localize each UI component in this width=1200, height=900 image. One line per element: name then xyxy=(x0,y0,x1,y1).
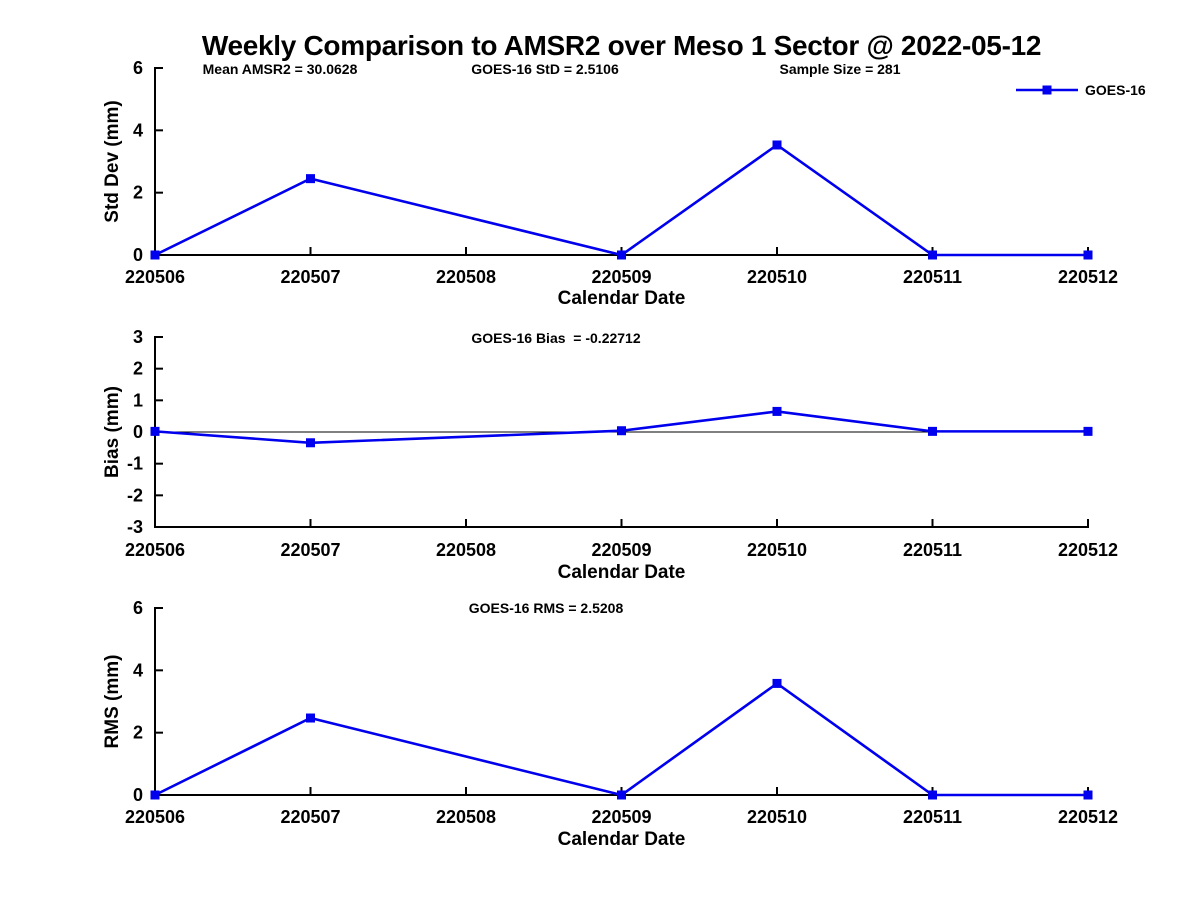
x-tick-label: 220507 xyxy=(280,807,340,827)
stat-annotation: GOES-16 Bias = -0.22712 xyxy=(471,330,640,346)
x-tick-label: 220510 xyxy=(747,807,807,827)
x-tick-label: 220511 xyxy=(903,267,962,287)
x-tick-label: 220509 xyxy=(591,540,651,560)
data-point-marker xyxy=(150,250,160,260)
data-point-marker xyxy=(772,678,782,688)
x-tick-label: 220506 xyxy=(125,267,185,287)
data-point-marker xyxy=(150,790,160,800)
y-tick-label: -1 xyxy=(127,454,143,474)
y-tick-label: -3 xyxy=(127,517,143,537)
data-point-marker xyxy=(928,790,937,800)
y-tick-label: 2 xyxy=(133,723,143,743)
y-tick-label: 2 xyxy=(133,359,143,379)
x-axis-label: Calendar Date xyxy=(558,829,686,850)
data-point-marker xyxy=(772,406,782,416)
axes xyxy=(154,607,1089,796)
axes xyxy=(154,67,1089,256)
legend-marker xyxy=(1042,85,1052,95)
data-point-marker xyxy=(306,713,315,723)
stat-annotation: Sample Size = 281 xyxy=(779,61,900,77)
y-tick-label: 6 xyxy=(133,598,143,618)
data-point-marker xyxy=(150,426,160,436)
x-tick-label: 220507 xyxy=(280,267,340,287)
y-axis-label: RMS (mm) xyxy=(102,655,123,749)
x-tick-label: 220506 xyxy=(125,540,185,560)
data-point-marker xyxy=(1083,250,1093,260)
y-tick-label: 4 xyxy=(133,120,143,140)
x-tick-label: 220509 xyxy=(591,807,651,827)
x-tick-label: 220508 xyxy=(436,267,496,287)
y-tick-label: 4 xyxy=(133,660,143,680)
y-tick-label: 0 xyxy=(133,245,143,265)
data-point-marker xyxy=(1083,790,1093,800)
x-tick-label: 220512 xyxy=(1058,807,1118,827)
series-line xyxy=(154,143,1088,257)
x-tick-label: 220511 xyxy=(903,807,962,827)
legend-label: GOES-16 xyxy=(1085,82,1146,98)
data-point-marker xyxy=(928,426,937,436)
stat-annotation: GOES-16 RMS = 2.5208 xyxy=(469,600,624,616)
data-point-marker xyxy=(306,174,315,184)
series-line xyxy=(154,410,1088,445)
x-axis-label: Calendar Date xyxy=(558,288,686,309)
data-point-marker xyxy=(772,140,782,150)
stat-annotation: GOES-16 StD = 2.5106 xyxy=(471,61,619,77)
x-tick-label: 220508 xyxy=(436,540,496,560)
figure-title: Weekly Comparison to AMSR2 over Meso 1 S… xyxy=(201,30,1042,61)
y-axis-label: Std Dev (mm) xyxy=(102,100,123,222)
x-tick-label: 220508 xyxy=(436,807,496,827)
x-tick-label: 220507 xyxy=(280,540,340,560)
data-point-marker xyxy=(928,250,937,260)
x-tick-label: 220509 xyxy=(591,267,651,287)
y-tick-label: 0 xyxy=(133,785,143,805)
data-point-marker xyxy=(306,438,315,448)
x-tick-label: 220510 xyxy=(747,540,807,560)
y-axis-label: Bias (mm) xyxy=(102,386,123,478)
x-tick-label: 220510 xyxy=(747,267,807,287)
y-tick-label: -2 xyxy=(127,485,143,505)
x-axis-label: Calendar Date xyxy=(558,562,686,583)
data-point-marker xyxy=(617,426,626,436)
stat-annotation: Mean AMSR2 = 30.0628 xyxy=(203,61,358,77)
x-tick-label: 220506 xyxy=(125,807,185,827)
y-tick-label: 3 xyxy=(133,327,143,347)
data-point-marker xyxy=(617,790,626,800)
data-point-marker xyxy=(617,250,626,260)
data-point-marker xyxy=(1083,426,1093,436)
x-tick-label: 220511 xyxy=(903,540,962,560)
y-tick-label: 2 xyxy=(133,183,143,203)
y-tick-label: 6 xyxy=(133,58,143,78)
y-tick-label: 0 xyxy=(133,422,143,442)
series-line xyxy=(154,681,1088,797)
y-tick-label: 1 xyxy=(133,390,143,410)
x-tick-label: 220512 xyxy=(1058,267,1118,287)
x-tick-label: 220512 xyxy=(1058,540,1118,560)
